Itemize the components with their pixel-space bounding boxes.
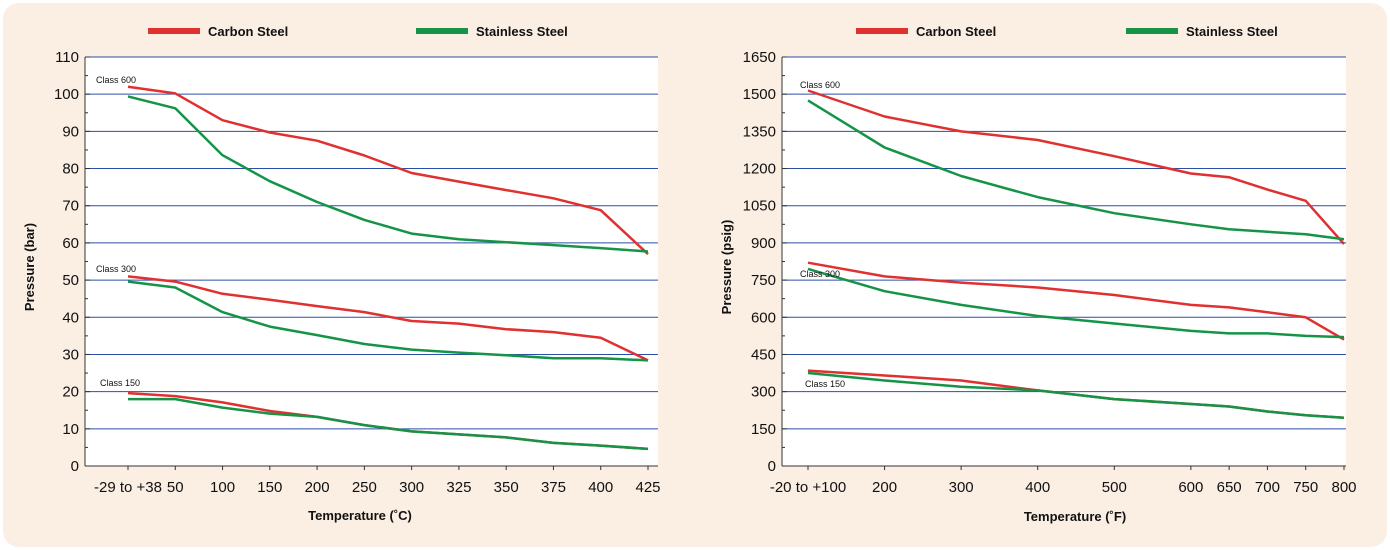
left-x-tick-label: 250 <box>352 479 377 496</box>
right-x-tick-label: 300 <box>949 479 974 496</box>
left-class-300-carbon-steel-line <box>127 275 649 362</box>
right-x-tick-label: 800 <box>1331 479 1356 496</box>
left-y-tick-label: 40 <box>62 309 79 326</box>
right-class-300-stainless-steel-line <box>807 267 1345 339</box>
right-class-600-stainless-steel-line <box>807 99 1345 241</box>
left-x-tick-label: 325 <box>446 479 471 496</box>
left-y-tick-label: 0 <box>71 458 79 475</box>
right-x-tick-label: -20 to +100 <box>770 479 846 496</box>
left-x-tick-label: 200 <box>305 479 330 496</box>
left-plot-background <box>85 57 658 466</box>
right-y-tick-label: 900 <box>751 235 776 252</box>
left-x-tick-label: 150 <box>257 479 282 496</box>
right-y-tick-label: 1200 <box>743 161 776 178</box>
right-legend-stainless-label: Stainless Steel <box>1186 24 1278 39</box>
left-x-tick-label: 350 <box>494 479 519 496</box>
left-y-tick-label: 70 <box>62 198 79 215</box>
right-class-600-carbon-steel-line <box>807 89 1345 245</box>
right-y-tick-label: 600 <box>751 309 776 326</box>
right-y-tick-label: 300 <box>751 384 776 401</box>
right-plot-area: 0 150 300 450 600 750 900 1050 1200 1350 1500 1650 -… <box>743 49 1357 496</box>
left-class-300-label: Class 300 <box>96 264 136 274</box>
left-legend-stainless-label: Stainless Steel <box>476 24 568 39</box>
left-class-600-carbon-steel-line <box>127 85 649 256</box>
right-y-tick-label: 150 <box>751 421 776 438</box>
left-legend-carbon-label: Carbon Steel <box>208 24 288 39</box>
left-class-150-label: Class 150 <box>100 378 140 388</box>
right-x-tick-label: 400 <box>1025 479 1050 496</box>
left-y-tick-label: 100 <box>54 86 79 103</box>
right-x-axis-title: Temperature (˚F) <box>1024 509 1126 524</box>
left-x-tick-label: -29 to +38 <box>94 479 162 496</box>
left-legend-carbon-swatch <box>148 28 200 34</box>
right-y-tick-label: 1350 <box>743 123 776 140</box>
right-y-tick-label: 0 <box>768 458 776 475</box>
right-x-tick-label: 600 <box>1178 479 1203 496</box>
right-legend-carbon-swatch <box>856 28 908 34</box>
right-legend-stainless-swatch <box>1126 28 1178 34</box>
left-y-tick-label: 50 <box>62 272 79 289</box>
left-x-tick-label: 300 <box>399 479 424 496</box>
right-y-tick-label: 750 <box>751 272 776 289</box>
right-x-tick-label: 700 <box>1255 479 1280 496</box>
left-class-300-stainless-steel-line <box>127 280 649 362</box>
left-class-150-stainless-steel-line <box>128 397 649 451</box>
left-class-600-stainless-steel-line <box>127 95 649 253</box>
right-y-tick-label: 1500 <box>743 86 776 103</box>
right-y-tick-label: 1650 <box>743 49 776 66</box>
left-plot-area: 0 10 20 30 40 50 60 70 80 90 100 110 -29 to +38 50 100… <box>54 49 661 496</box>
right-plot-background <box>782 57 1346 466</box>
left-y-tick-label: 110 <box>55 49 79 66</box>
right-class-150-label: Class 150 <box>805 379 845 389</box>
left-y-tick-label: 60 <box>62 235 79 252</box>
left-class-600-label: Class 600 <box>96 75 136 85</box>
left-y-tick-label: 90 <box>62 123 79 140</box>
left-x-tick-label: 50 <box>167 479 184 496</box>
left-y-tick-label: 80 <box>62 161 79 178</box>
right-y-tick-label: 1050 <box>743 198 776 215</box>
left-x-axis-title: Temperature (˚C) <box>308 508 412 523</box>
left-y-tick-label: 20 <box>62 384 79 401</box>
left-legend-stainless-swatch <box>416 28 468 34</box>
right-y-tick-label: 450 <box>751 346 776 363</box>
right-class-600-label: Class 600 <box>800 80 840 90</box>
left-y-axis-title: Pressure (bar) <box>22 223 37 311</box>
right-x-tick-label: 650 <box>1217 479 1242 496</box>
right-class-300-label: Class 300 <box>800 269 840 279</box>
right-legend-carbon-label: Carbon Steel <box>916 24 996 39</box>
right-x-tick-label: 200 <box>872 479 897 496</box>
right-x-tick-label: 750 <box>1293 479 1318 496</box>
left-chart: Pressure (bar) Temperature (˚C) Carbon S… <box>22 24 568 523</box>
left-x-tick-label: 400 <box>588 479 613 496</box>
left-x-tick-label: 100 <box>210 479 235 496</box>
left-x-tick-label: 375 <box>541 479 566 496</box>
left-y-tick-label: 30 <box>62 346 79 363</box>
right-class-150-stainless-steel-line <box>807 371 1345 419</box>
right-y-axis-title: Pressure (psig) <box>719 220 734 315</box>
left-y-tick-label: 10 <box>62 421 79 438</box>
left-x-tick-label: 425 <box>635 479 660 496</box>
right-x-tick-label: 500 <box>1102 479 1127 496</box>
right-class-300-carbon-steel-line <box>807 261 1345 341</box>
right-chart: Pressure (psig) Temperature (˚F) Carbon … <box>719 24 1278 524</box>
